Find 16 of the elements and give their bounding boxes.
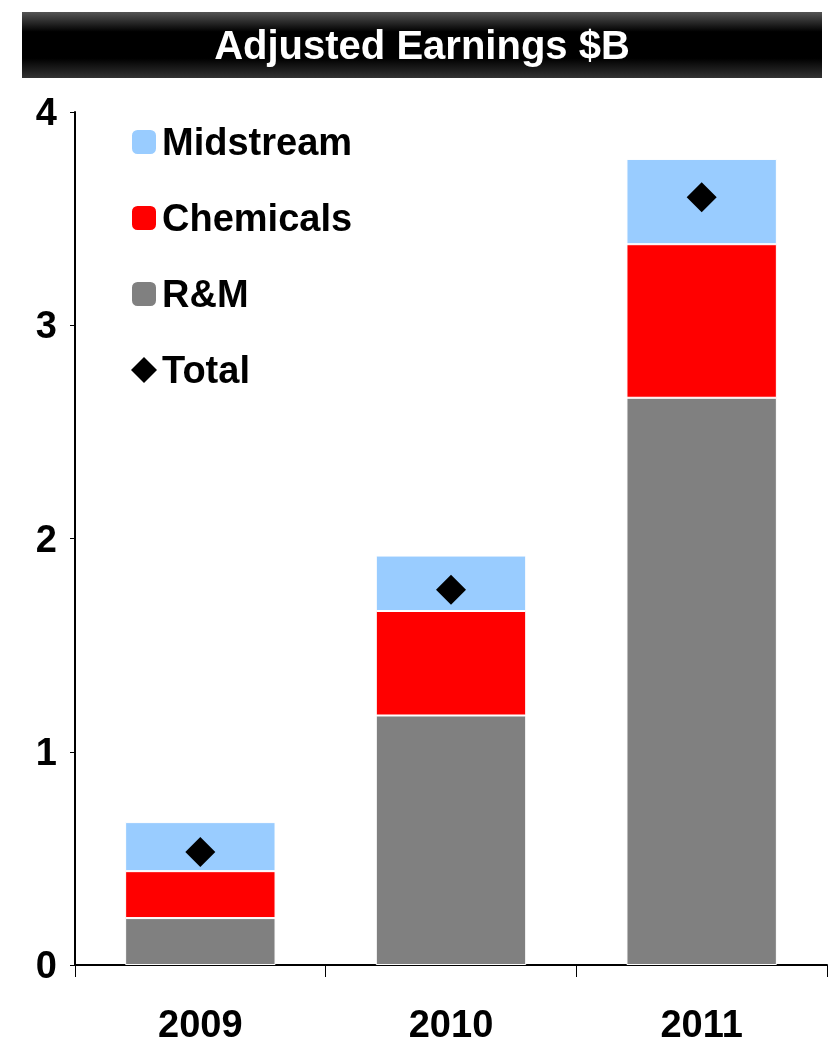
x-tick-label: 2010 [408, 1003, 494, 1045]
x-tick-label: 2009 [158, 1003, 243, 1045]
y-tick-label: 3 [35, 304, 57, 347]
y-tick-label: 2 [35, 517, 57, 560]
point [686, 182, 717, 213]
y-tick-label: 4 [35, 91, 57, 133]
legend-label: Total [162, 349, 250, 391]
point [436, 574, 466, 605]
chart-title: Adjusted Earnings $B [22, 12, 822, 78]
legend-label: Midstream [162, 121, 353, 163]
x-tick-label: 2011 [660, 1003, 743, 1045]
y-tick-label: 1 [35, 730, 57, 773]
legend-label: Chemicals [162, 197, 353, 239]
legend-label: R&M [162, 273, 249, 315]
y-tick-label: 0 [35, 944, 57, 986]
point [185, 836, 216, 867]
